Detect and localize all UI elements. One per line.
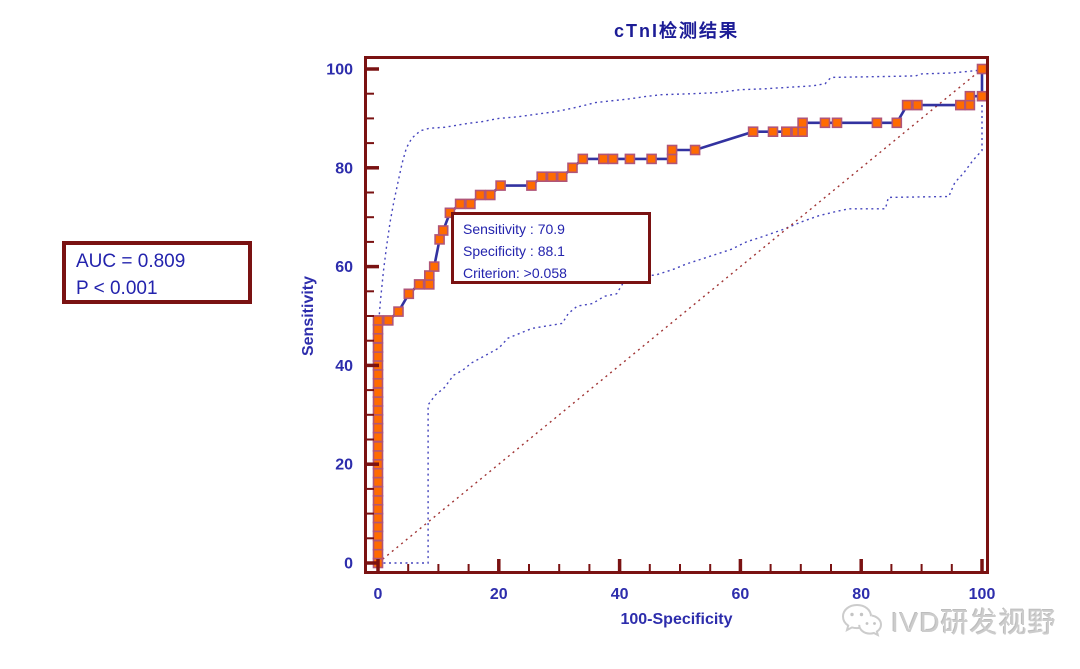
roc-marker (423, 270, 435, 281)
roc-marker (428, 261, 440, 272)
wechat-icon (841, 603, 883, 637)
roc-marker (372, 494, 384, 506)
roc-marker (871, 117, 883, 129)
reference-diagonal (377, 68, 983, 564)
roc-marker (372, 351, 384, 362)
roc-marker (372, 539, 384, 551)
roc-marker (372, 449, 384, 461)
roc-marker (976, 90, 988, 102)
95-ci-lower-bound (378, 101, 983, 564)
roc-marker (372, 521, 384, 533)
roc-marker (666, 153, 678, 165)
roc-marker (372, 323, 384, 335)
operating-point-criterion: Criterion: >0.058 (463, 265, 567, 281)
roc-marker (372, 431, 384, 443)
operating-point-sensitivity: Sensitivity : 70.9 (463, 221, 565, 237)
roc-marker (964, 99, 976, 111)
roc-marker (382, 315, 394, 326)
x-tick-label: 20 (490, 586, 508, 603)
roc-marker (976, 63, 988, 75)
roc-marker (646, 153, 657, 165)
roc-marker (747, 126, 759, 137)
x-axis-title: 100-Specificity (620, 611, 733, 628)
operating-point-specificity: Specificity : 88.1 (463, 243, 565, 259)
roc-marker (797, 126, 808, 137)
roc-marker (954, 99, 966, 111)
watermark: IVD研发视野 (840, 601, 1057, 641)
auc-annotation-box: AUC = 0.809 P < 0.001 (62, 241, 252, 304)
x-tick-label: 60 (732, 586, 750, 603)
roc-marker (372, 368, 384, 380)
roc-marker (372, 476, 384, 488)
watermark-text: IVD研发视野 (891, 607, 1057, 638)
y-tick-label: 20 (335, 457, 353, 474)
roc-marker (372, 342, 384, 353)
roc-marker (403, 288, 415, 300)
tick-labels: 0 20 40 60 80 100 0 20 40 60 80 100 (326, 62, 995, 604)
p-value-text: P < 0.001 (76, 278, 158, 299)
y-tick-label: 80 (335, 160, 353, 177)
roc-marker (474, 189, 486, 201)
roc-marker (423, 279, 435, 290)
roc-marker (577, 153, 589, 165)
roc-marker (831, 117, 843, 129)
y-tick-label: 100 (326, 62, 353, 79)
roc-marker (372, 441, 384, 452)
roc-marker (624, 153, 636, 165)
roc-marker (454, 198, 466, 210)
roc-marker (484, 189, 496, 201)
roc-marker (964, 90, 976, 102)
roc-marker (372, 413, 384, 425)
roc-marker (819, 117, 831, 129)
roc-marker (767, 126, 779, 137)
x-tick-label: 100 (969, 586, 996, 603)
roc-marker (526, 180, 537, 191)
roc-marker (372, 377, 384, 389)
roc-marker (372, 548, 384, 560)
roc-marker (567, 162, 578, 174)
x-tick-label: 40 (611, 586, 629, 603)
x-tick-label: 80 (852, 586, 870, 603)
axes-frame (364, 56, 989, 574)
roc-marker (372, 405, 384, 416)
roc-marker (597, 153, 609, 165)
roc-marker (372, 530, 384, 542)
auc-value-text: AUC = 0.809 (76, 251, 186, 272)
roc-marker (372, 503, 384, 515)
roc-marker (465, 198, 476, 210)
roc-marker (372, 387, 384, 398)
roc-marker (372, 512, 384, 524)
roc-marker (666, 144, 678, 156)
roc-marker (556, 171, 568, 182)
roc-marker (372, 396, 384, 407)
roc-marker (689, 144, 701, 156)
roc-marker (607, 153, 619, 165)
roc-marker (912, 99, 923, 111)
y-tick-label: 0 (344, 556, 353, 573)
roc-marker (372, 467, 384, 479)
x-tick-label: 0 (374, 586, 383, 603)
roc-marker (780, 126, 792, 137)
roc-marker (797, 117, 808, 129)
roc-marker (546, 171, 558, 182)
roc-marker (437, 225, 449, 236)
roc-marker (434, 234, 445, 245)
operating-point-box: Sensitivity : 70.9 Specificity : 88.1 Cr… (451, 212, 651, 284)
roc-marker (413, 279, 425, 290)
roc-marker (536, 171, 548, 182)
roc-marker (393, 306, 404, 317)
roc-marker (891, 117, 903, 129)
y-tick-label: 60 (335, 259, 353, 276)
roc-marker (495, 180, 506, 191)
chart-title: cTnI检测结果 (613, 21, 739, 41)
roc-marker (372, 332, 384, 344)
roc-marker (372, 315, 384, 326)
y-tick-label: 40 (335, 358, 353, 375)
roc-marker (372, 486, 384, 497)
roc-marker (372, 422, 384, 434)
roc-marker (901, 99, 913, 111)
